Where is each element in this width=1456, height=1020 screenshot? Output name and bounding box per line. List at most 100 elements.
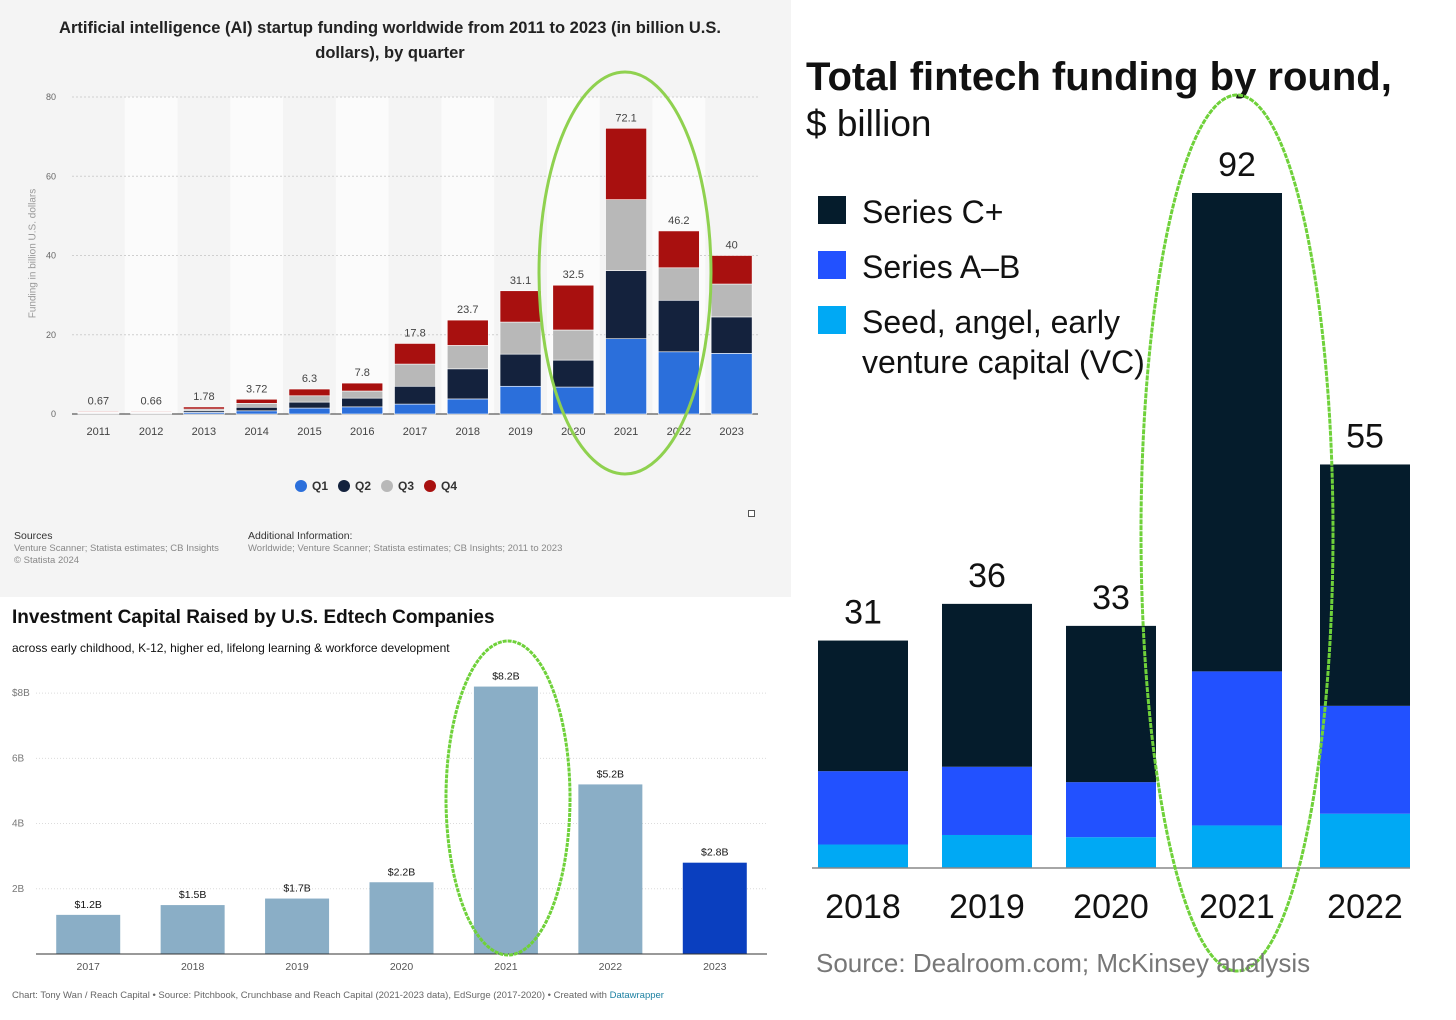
bar-q2-2017[interactable]	[394, 385, 436, 405]
bar-q4-2016[interactable]	[341, 382, 384, 392]
bar-segment-2-2018[interactable]	[818, 640, 908, 772]
bar-2018[interactable]	[160, 905, 225, 954]
bar-2019[interactable]	[265, 898, 330, 954]
bar-q2-2018[interactable]	[446, 368, 489, 400]
bar-segment-0-2018[interactable]	[818, 844, 908, 868]
legend-label: Seed, angel, early venture capital (VC)	[862, 304, 1145, 380]
total-label-2018: 23.7	[457, 304, 478, 316]
bar-q4-2013[interactable]	[183, 406, 225, 410]
bar-segment-0-2020[interactable]	[1066, 837, 1156, 868]
bar-2023[interactable]	[682, 862, 747, 954]
sources-heading: Sources	[14, 530, 53, 542]
datawrapper-link[interactable]: Datawrapper	[609, 990, 664, 1001]
bar-q3-2014[interactable]	[235, 403, 278, 408]
edtech-chart-panel: Investment Capital Raised by U.S. Edtech…	[0, 597, 791, 1020]
bar-q2-2014[interactable]	[235, 406, 278, 412]
bar-q4-2022[interactable]	[658, 230, 700, 269]
y-tick-label: 60	[46, 171, 56, 181]
legend-swatch	[818, 251, 846, 279]
legend-item-q3[interactable]: Q3	[381, 479, 414, 493]
bar-q1-2016[interactable]	[341, 406, 384, 415]
bar-2020[interactable]	[369, 882, 434, 954]
bar-q4-2017[interactable]	[394, 343, 436, 365]
bar-q3-2018[interactable]	[446, 345, 489, 370]
resize-handle[interactable]	[748, 510, 755, 517]
bar-segment-0-2019[interactable]	[942, 834, 1032, 868]
x-tick-label-2022: 2022	[1327, 888, 1403, 926]
bar-q4-2018[interactable]	[446, 319, 489, 346]
chart-title: Artificial intelligence (AI) startup fun…	[59, 19, 721, 62]
y-tick-label: $8B	[12, 688, 30, 699]
legend-item-q4[interactable]: Q4	[424, 479, 457, 493]
bar-segment-2-2022[interactable]	[1320, 464, 1410, 706]
legend-label: Q1	[312, 479, 329, 493]
sources-text: Venture Scanner; Statista estimates; CB …	[14, 542, 219, 554]
bar-q3-2021[interactable]	[605, 199, 647, 271]
bar-q4-2020[interactable]	[552, 284, 595, 331]
bar-q1-2018[interactable]	[446, 398, 489, 415]
bar-segment-1-2022[interactable]	[1320, 705, 1410, 814]
sources-block: Sources Venture Scanner; Statista estima…	[14, 530, 219, 568]
edtech-plot: 2B 4B 6B $8B $1.2B 2017 $1.5B 2018 $1.7B 2019 $2.2…	[12, 639, 767, 973]
total-label-2014: 3.72	[246, 383, 267, 395]
bar-q4-2012[interactable]	[130, 411, 172, 413]
bar-q3-2022[interactable]	[658, 267, 700, 301]
bar-q3-2015[interactable]	[288, 395, 331, 403]
bar-q1-2021[interactable]	[605, 338, 647, 415]
bar-q1-2019[interactable]	[499, 385, 542, 415]
bar-q2-2016[interactable]	[341, 397, 384, 408]
additional-info-block: Additional Information: Worldwide; Ventu…	[248, 530, 562, 555]
bar-q2-2019[interactable]	[499, 353, 542, 387]
bar-q2-2015[interactable]	[288, 401, 331, 409]
bar-segment-1-2019[interactable]	[942, 766, 1032, 835]
value-label-2018: $1.5B	[179, 889, 206, 901]
bar-segment-1-2021[interactable]	[1192, 671, 1282, 826]
y-tick-label: 0	[51, 409, 56, 419]
bar-2022[interactable]	[578, 784, 643, 954]
x-tick-label-2021: 2021	[1199, 888, 1275, 926]
bar-q4-2015[interactable]	[288, 388, 331, 397]
bar-q2-2023[interactable]	[710, 316, 753, 354]
bar-q4-2011[interactable]	[77, 411, 120, 413]
legend-item-q2[interactable]: Q2	[338, 479, 371, 493]
x-tick-label-2019: 2019	[285, 961, 309, 973]
bar-q2-2021[interactable]	[605, 270, 647, 340]
bar-q1-2022[interactable]	[658, 351, 700, 415]
bar-q3-2016[interactable]	[341, 390, 384, 399]
bar-segment-1-2020[interactable]	[1066, 782, 1156, 838]
bar-segment-2-2019[interactable]	[942, 603, 1032, 767]
bar-segment-1-2018[interactable]	[818, 771, 908, 845]
bar-segment-0-2022[interactable]	[1320, 813, 1410, 868]
bar-q4-2019[interactable]	[499, 290, 542, 323]
bar-q1-2015[interactable]	[288, 407, 331, 415]
fintech-chart-panel: Total fintech funding by round, $ billio…	[796, 0, 1456, 1020]
bar-q1-2014[interactable]	[235, 410, 278, 415]
legend-item-q1[interactable]: Q1	[295, 479, 328, 493]
bar-q3-2020[interactable]	[552, 329, 595, 361]
bar-q1-2023[interactable]	[710, 353, 753, 415]
bar-q4-2021[interactable]	[605, 128, 647, 200]
chart-footer: Chart: Tony Wan / Reach Capital • Source…	[12, 990, 664, 1001]
x-tick-label-2017: 2017	[77, 961, 101, 973]
total-label-2021: 92	[1218, 146, 1256, 184]
bar-q3-2023[interactable]	[710, 283, 753, 318]
y-tick-label: 40	[46, 251, 56, 261]
source-note: Source: Dealroom.com; McKinsey analysis	[816, 948, 1311, 978]
total-label-2020: 32.5	[563, 269, 584, 281]
bar-q2-2022[interactable]	[658, 299, 700, 353]
bar-q3-2019[interactable]	[499, 321, 542, 355]
bar-q4-2014[interactable]	[235, 398, 278, 404]
bar-q3-2017[interactable]	[394, 363, 436, 387]
bar-2021[interactable]	[473, 686, 538, 954]
bar-segment-2-2020[interactable]	[1066, 625, 1156, 783]
bar-segment-0-2021[interactable]	[1192, 825, 1282, 868]
bar-segment-2-2021[interactable]	[1192, 193, 1282, 672]
legend-label: Q3	[398, 479, 415, 493]
bar-2017[interactable]	[56, 914, 121, 954]
bar-q1-2017[interactable]	[394, 403, 436, 415]
total-label-2019: 31.1	[510, 275, 531, 287]
chart-legend: Series C+ Series A–B Seed, angel, early v…	[818, 192, 1145, 397]
x-tick-label-2016: 2016	[350, 426, 374, 438]
bar-q4-2023[interactable]	[710, 255, 753, 285]
bar-q2-2020[interactable]	[552, 359, 595, 388]
